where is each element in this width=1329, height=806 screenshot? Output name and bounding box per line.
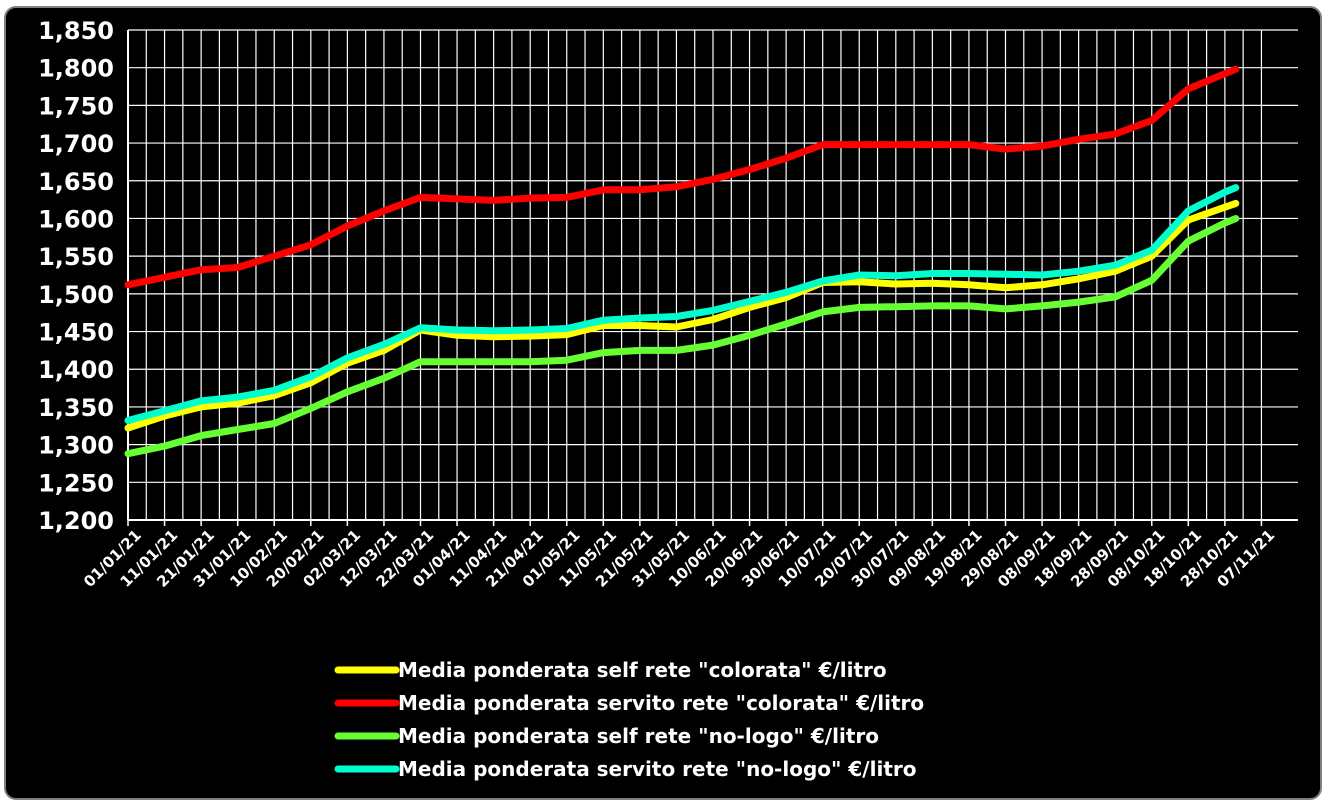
grid	[127, 29, 1298, 521]
y-tick-label: 1,500	[38, 281, 114, 309]
legend-label: Media ponderata self rete "no-logo" €/li…	[398, 724, 879, 748]
y-tick-label: 1,600	[38, 205, 114, 233]
y-tick-label: 1,800	[38, 55, 114, 83]
legend-label: Media ponderata self rete "colorata" €/l…	[398, 658, 887, 682]
y-tick-label: 1,850	[38, 17, 114, 45]
series-line	[124, 65, 1240, 289]
series-line	[124, 199, 1240, 432]
y-tick-label: 1,250	[38, 469, 114, 497]
legend-label: Media ponderata servito rete "colorata" …	[398, 691, 924, 715]
y-tick-label: 1,700	[38, 130, 114, 158]
series-lines	[124, 65, 1240, 458]
y-tick-label: 1,200	[38, 507, 114, 535]
y-tick-label: 1,450	[38, 319, 114, 347]
series-line	[124, 184, 1240, 424]
y-tick-label: 1,750	[38, 92, 114, 120]
x-axis-ticks: 01/01/2111/01/2121/01/2131/01/2110/02/21…	[80, 520, 1278, 591]
legend: Media ponderata self rete "colorata" €/l…	[334, 658, 924, 781]
legend-label: Media ponderata servito rete "no-logo" €…	[398, 757, 917, 781]
y-tick-label: 1,350	[38, 394, 114, 422]
y-tick-label: 1,650	[38, 168, 114, 196]
y-axis-ticks: 1,200 1,250 1,300 1,350 1,400 1,450 1,500 1,550…	[38, 17, 114, 535]
y-tick-label: 1,550	[38, 243, 114, 271]
y-tick-label: 1,400	[38, 356, 114, 384]
series-line	[124, 215, 1240, 458]
y-tick-label: 1,300	[38, 432, 114, 460]
